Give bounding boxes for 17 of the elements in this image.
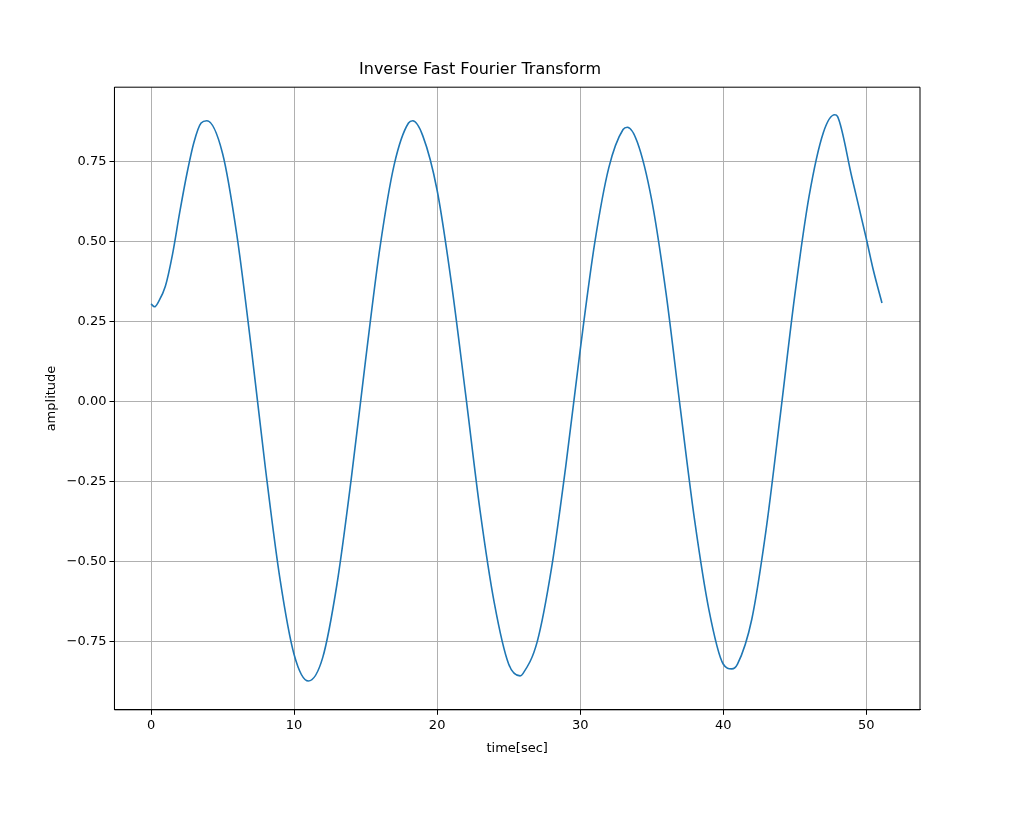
y-tick-label: 0.00: [77, 392, 107, 408]
chart-title: Inverse Fast Fourier Transform: [359, 58, 601, 78]
y-tick-label: −0.75: [66, 632, 107, 648]
x-tick-label: 40: [714, 716, 732, 732]
x-tick-label: 20: [428, 716, 446, 732]
line-series: [150, 113, 883, 682]
y-tick-label: −0.50: [66, 552, 107, 568]
x-axis-title: time[sec]: [486, 739, 548, 755]
y-tick-label: 0.25: [77, 312, 107, 328]
y-tick-label: 0.75: [77, 152, 107, 168]
x-tick-label: 10: [285, 716, 303, 732]
y-tick-label: −0.25: [66, 472, 107, 488]
y-tick-label: 0.50: [77, 232, 107, 248]
y-axis-title: amplitude: [43, 365, 59, 432]
x-tick-label: 50: [857, 716, 875, 732]
x-tick-label: 0: [146, 716, 156, 732]
x-tick-label: 30: [571, 716, 589, 732]
